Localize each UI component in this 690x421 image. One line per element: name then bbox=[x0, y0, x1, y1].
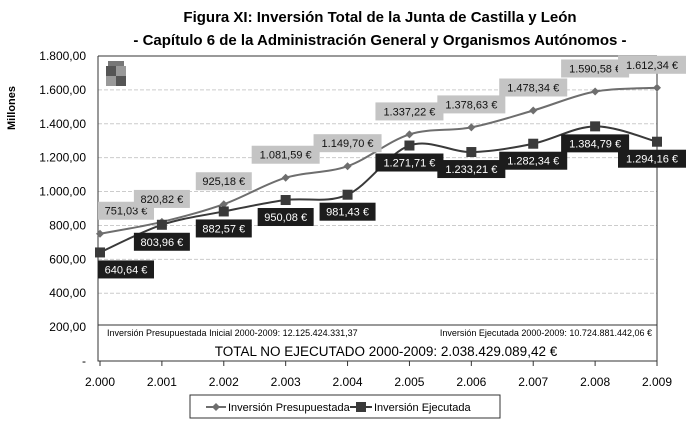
y-tick-label: 400,00 bbox=[49, 286, 86, 300]
data-label: 803,96 € bbox=[140, 237, 183, 249]
data-label-box bbox=[499, 78, 568, 97]
y-tick-label: - bbox=[82, 354, 86, 368]
x-tick-label: 2.008 bbox=[580, 375, 610, 389]
x-tick-label: 2.004 bbox=[333, 375, 363, 389]
y-tick-label: 600,00 bbox=[49, 252, 86, 266]
data-point bbox=[652, 136, 662, 147]
data-point bbox=[219, 200, 228, 209]
y-axis-label: Millones bbox=[6, 86, 18, 130]
y-tick-label: 1.400,00 bbox=[39, 117, 86, 131]
x-tick-label: 2.007 bbox=[518, 375, 548, 389]
data-point bbox=[591, 87, 600, 96]
data-point bbox=[467, 123, 476, 132]
y-tick-label: 1.200,00 bbox=[39, 151, 86, 165]
data-label-box bbox=[133, 189, 190, 208]
data-label: 882,57 € bbox=[202, 223, 245, 235]
data-label-box bbox=[561, 134, 630, 153]
y-tick-label: 1.800,00 bbox=[39, 49, 86, 63]
data-label: 950,08 € bbox=[264, 212, 307, 224]
data-point bbox=[281, 173, 290, 182]
data-point bbox=[342, 189, 353, 200]
data-point bbox=[404, 140, 415, 151]
data-label: 1.378,63 € bbox=[445, 99, 497, 111]
x-tick-label: 2.000 bbox=[85, 375, 115, 389]
legend-presupuestada: Inversión Presupuestada bbox=[228, 402, 351, 414]
data-label: 1.081,59 € bbox=[260, 150, 312, 162]
data-point bbox=[96, 229, 104, 238]
data-label: 1.590,58 € bbox=[569, 63, 621, 75]
data-label-box bbox=[133, 232, 190, 251]
data-point bbox=[529, 106, 538, 115]
data-label: 1.294,16 € bbox=[626, 154, 678, 166]
chart-subtitle: - Capítulo 6 de la Administración Genera… bbox=[133, 32, 626, 49]
data-point bbox=[466, 147, 477, 158]
data-label: 1.233,21 € bbox=[445, 164, 497, 176]
data-label: 925,18 € bbox=[202, 176, 245, 188]
x-tick-label: 2.003 bbox=[271, 375, 301, 389]
data-label-box bbox=[98, 260, 154, 279]
data-point bbox=[405, 130, 414, 139]
x-tick-label: 2.009 bbox=[642, 375, 672, 389]
y-tick-label: 200,00 bbox=[49, 320, 86, 334]
data-label: 751,03 € bbox=[105, 206, 148, 218]
data-label-box bbox=[375, 102, 444, 121]
data-point bbox=[590, 121, 601, 132]
data-label-box bbox=[499, 151, 568, 170]
data-label-box bbox=[437, 95, 506, 114]
data-point bbox=[218, 206, 229, 217]
x-tick-label: 2.002 bbox=[209, 375, 239, 389]
data-label: 1.149,70 € bbox=[322, 138, 374, 150]
legend-diamond-icon bbox=[212, 403, 220, 411]
data-point bbox=[95, 247, 105, 258]
data-label: 1.478,34 € bbox=[507, 83, 559, 95]
data-point bbox=[653, 83, 661, 92]
data-label-box bbox=[437, 160, 506, 179]
coat-of-arms-logo bbox=[106, 61, 126, 86]
data-label-box bbox=[195, 219, 252, 238]
chart-title: Figura XI: Inversión Total de la Junta d… bbox=[183, 9, 576, 26]
data-point bbox=[528, 138, 539, 149]
data-label-box bbox=[257, 208, 314, 227]
data-label-box bbox=[251, 145, 320, 164]
data-label-box bbox=[375, 153, 444, 172]
annotation-ejecutada-total: Inversión Ejecutada 2000-2009: 10.724.88… bbox=[440, 328, 652, 338]
x-tick-label: 2.001 bbox=[147, 375, 177, 389]
x-tick-label: 2.006 bbox=[456, 375, 486, 389]
data-point bbox=[343, 162, 352, 171]
data-label: 1.384,79 € bbox=[569, 138, 621, 150]
data-label-box bbox=[561, 59, 630, 78]
legend: Inversión Presupuestada Inversión Ejecut… bbox=[189, 394, 501, 419]
legend-ejecutada: Inversión Ejecutada bbox=[374, 402, 471, 414]
data-label: 1.282,34 € bbox=[507, 156, 559, 168]
y-tick-label: 800,00 bbox=[49, 218, 86, 232]
data-label: 1.271,71 € bbox=[383, 158, 435, 170]
x-tick-label: 2.005 bbox=[394, 375, 424, 389]
annotation-presupuestada-total: Inversión Presupuestada Inicial 2000-200… bbox=[107, 328, 358, 338]
data-label-box bbox=[319, 202, 376, 221]
legend-square-icon bbox=[356, 402, 366, 412]
data-label-box bbox=[313, 134, 382, 153]
data-point bbox=[280, 195, 291, 206]
data-label: 1.612,34 € bbox=[626, 60, 678, 72]
data-label-box bbox=[195, 172, 252, 191]
data-label: 820,82 € bbox=[140, 194, 183, 206]
annotation-no-ejecutado: TOTAL NO EJECUTADO 2000-2009: 2.038.429.… bbox=[215, 344, 558, 359]
data-label: 981,43 € bbox=[326, 207, 369, 219]
data-point bbox=[156, 219, 167, 230]
data-label-box bbox=[618, 55, 686, 74]
y-tick-label: 1.000,00 bbox=[39, 185, 86, 199]
data-label: 1.337,22 € bbox=[383, 106, 435, 118]
data-label: 640,64 € bbox=[105, 264, 148, 276]
data-label-box bbox=[618, 149, 686, 168]
y-tick-label: 1.600,00 bbox=[39, 83, 86, 97]
